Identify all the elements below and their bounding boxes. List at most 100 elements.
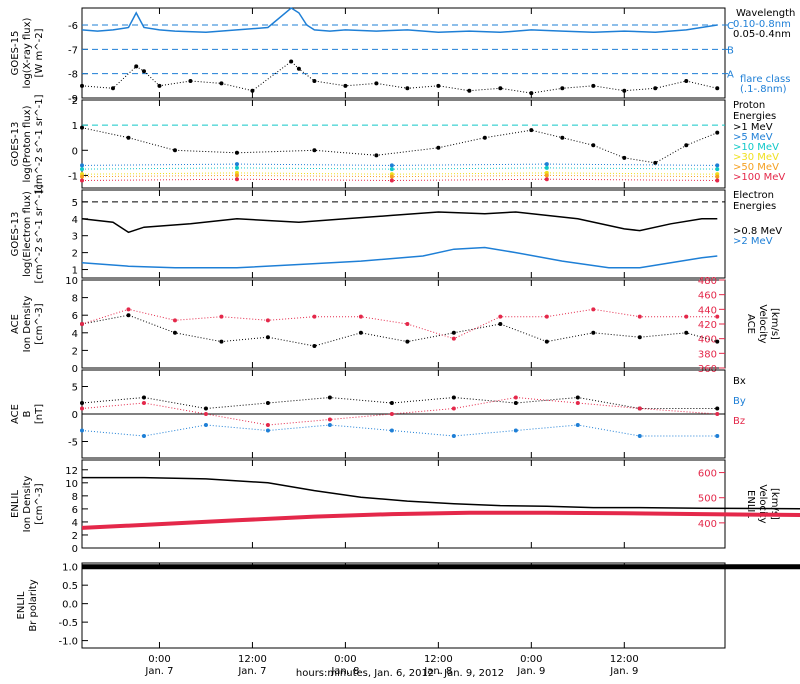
series-0-10-0-8nm xyxy=(81,7,718,34)
data-point xyxy=(715,130,720,135)
data-point xyxy=(203,406,208,411)
flare-level-label: B xyxy=(727,45,734,56)
y-tick-label: -8 xyxy=(68,70,78,81)
data-point xyxy=(234,177,239,182)
legend-item: Bz xyxy=(733,416,745,427)
data-point xyxy=(544,173,549,178)
data-point xyxy=(715,86,720,91)
y-axis-label: ACE xyxy=(10,404,21,424)
y-axis-label: [nT] xyxy=(34,404,45,424)
x-tick-date: Jan. 8 xyxy=(423,666,452,677)
y-tick-label: 2 xyxy=(72,249,78,260)
legend-item: >1 MeV xyxy=(733,122,773,133)
y-axis-label: GOES-15 xyxy=(10,31,21,76)
data-point xyxy=(498,314,503,319)
data-point xyxy=(715,174,720,179)
legend-item: >5 MeV xyxy=(733,132,773,143)
data-point xyxy=(622,155,627,160)
series--100-mev xyxy=(81,178,718,182)
legend-title: Wavelength xyxy=(736,8,795,19)
y-axis-label: GOES-13 xyxy=(10,212,21,257)
series-0-05-0-4nm xyxy=(81,60,718,94)
data-point xyxy=(234,162,239,167)
data-point xyxy=(188,78,193,83)
y-tick-label: 4 xyxy=(72,215,78,226)
series--30-mev xyxy=(81,172,718,175)
panel-frame xyxy=(81,562,726,649)
y2-tick-label: 420 xyxy=(698,320,717,331)
y2-tick-label: 400 xyxy=(698,335,717,346)
y-tick-label: 6 xyxy=(72,311,78,322)
data-point xyxy=(80,167,84,172)
x-tick-date: Jan. 9 xyxy=(516,666,545,677)
x-tick-label: 12:00 xyxy=(424,654,453,665)
legend-item: 0.05-0.4nm xyxy=(733,29,791,40)
data-point xyxy=(141,401,146,405)
data-point xyxy=(312,148,317,153)
y2-tick-label: 400 xyxy=(698,519,717,530)
panel-frame xyxy=(81,459,726,549)
legend-item: >50 MeV xyxy=(733,162,779,173)
legend-item: By xyxy=(733,396,746,407)
data-point xyxy=(591,143,596,148)
series-bx xyxy=(81,396,718,410)
series--2-mev xyxy=(81,246,718,269)
data-point xyxy=(265,428,270,433)
data-point xyxy=(715,178,720,183)
y2-tick-label: 600 xyxy=(698,469,717,480)
y-tick-label: 8 xyxy=(72,492,78,503)
data-point xyxy=(234,173,239,178)
data-point xyxy=(575,401,580,405)
series--0-8-mev xyxy=(81,211,718,234)
y-tick-label: 2 xyxy=(72,531,78,542)
data-point xyxy=(203,423,208,427)
y-tick-label: 1.0 xyxy=(62,563,78,574)
y-axis-label: ENLIL xyxy=(10,490,21,518)
y-tick-label: 0 xyxy=(72,544,78,555)
y-tick-label: 0 xyxy=(72,364,78,375)
y-axis-label: ACE xyxy=(10,314,21,334)
y-tick-label: 5 xyxy=(72,383,78,394)
data-point xyxy=(653,86,658,91)
data-point xyxy=(653,160,658,165)
y-axis-label: log(Electron flux) xyxy=(22,191,33,277)
y-tick-label: -1.0 xyxy=(58,637,78,648)
data-point xyxy=(327,417,332,422)
data-point xyxy=(513,395,518,400)
y-axis-label: [cm^-3] xyxy=(34,303,45,344)
series-bz xyxy=(81,396,718,426)
data-point xyxy=(358,330,363,335)
data-point xyxy=(544,165,549,170)
series-velocity xyxy=(81,308,718,340)
data-point xyxy=(544,339,549,344)
data-point xyxy=(451,395,456,400)
series-by xyxy=(81,424,718,437)
x-tick-label: 12:00 xyxy=(238,654,267,665)
y-tick-label: 0 xyxy=(72,410,78,421)
y-tick-label: -5 xyxy=(68,438,78,449)
data-point xyxy=(715,406,720,411)
data-point xyxy=(80,125,84,130)
data-point xyxy=(126,313,131,318)
y-tick-label: -9 xyxy=(68,94,78,105)
y-tick-label: 12 xyxy=(65,466,78,477)
legend-item: >100 MeV xyxy=(733,172,785,183)
series--10-mev xyxy=(81,167,718,170)
panel-frame xyxy=(81,279,726,369)
legend-item: >10 MeV xyxy=(733,142,779,153)
data-point xyxy=(513,428,518,433)
legend-title: Energies xyxy=(733,111,776,122)
panel-goes13-proton: 2 1 0 -1 GOES-13 log(Proton flux) [cm^-2 s^-1 … xyxy=(10,94,785,193)
x-tick-date: Jan. 9 xyxy=(609,666,638,677)
data-point xyxy=(498,322,503,326)
y-axis-label: GOES-13 xyxy=(10,122,21,167)
data-point xyxy=(715,163,720,168)
y-tick-label: 2 xyxy=(72,96,78,107)
data-point xyxy=(219,81,224,86)
data-point xyxy=(529,128,534,133)
y2-tick-label: 380 xyxy=(698,349,717,360)
y2-tick-label: 460 xyxy=(698,291,717,302)
y-tick-label: 3 xyxy=(72,232,78,243)
data-point xyxy=(265,335,270,340)
